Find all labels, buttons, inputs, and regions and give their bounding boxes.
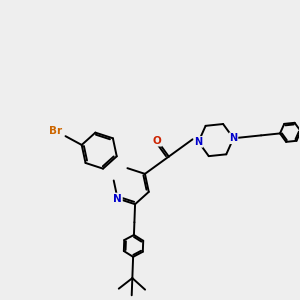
Text: O: O <box>153 136 162 146</box>
Text: N: N <box>230 133 238 143</box>
Text: Br: Br <box>49 126 62 136</box>
Text: N: N <box>194 137 202 147</box>
Text: N: N <box>113 194 122 203</box>
